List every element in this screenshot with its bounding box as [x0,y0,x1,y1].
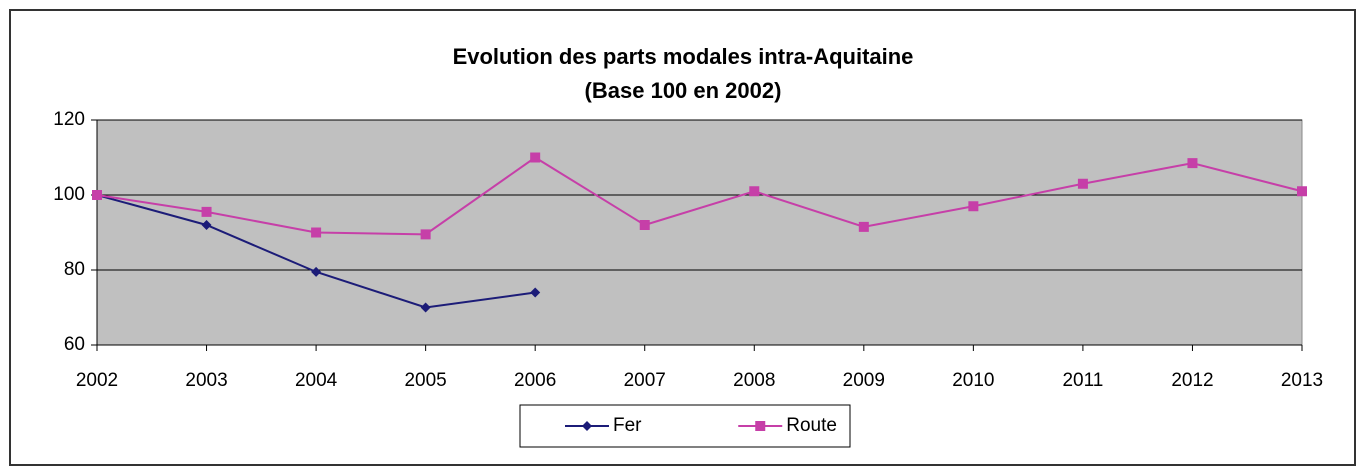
x-tick-label: 2004 [295,370,338,391]
x-tick-label: 2002 [76,370,118,391]
x-tick-label: 2012 [1171,370,1213,391]
point-marker [1187,158,1198,169]
point-marker [755,421,766,431]
point-marker [749,186,760,197]
x-tick-label: 2006 [514,370,556,391]
x-tick-label: 2010 [952,370,994,391]
chart-title: Evolution des parts modales intra-Aquita… [453,44,914,69]
y-tick-label: 60 [64,334,85,355]
point-marker [92,190,102,200]
point-marker [1297,186,1307,197]
chart-subtitle: (Base 100 en 2002) [585,78,782,103]
y-tick-label: 100 [53,184,85,205]
y-tick-label: 80 [64,259,85,280]
x-tick-label: 2007 [624,370,666,391]
x-tick-label: 2013 [1281,370,1323,391]
point-marker [530,287,541,298]
point-marker [968,201,979,212]
plot-area [96,119,1303,346]
x-tick-label: 2008 [733,370,775,391]
x-tick-label: 2003 [185,370,227,391]
point-marker [311,266,322,277]
legend-label: Route [786,415,837,436]
legend-label: Fer [613,415,642,436]
series-line [96,156,1303,236]
x-tick-label: 2011 [1062,370,1103,391]
point-marker [639,220,650,230]
point-marker [201,206,212,217]
point-marker [530,152,541,163]
y-tick-label: 120 [53,109,85,130]
point-marker [582,421,592,431]
x-tick-label: 2005 [404,370,446,391]
point-marker [420,302,431,313]
point-marker [858,221,869,232]
point-marker [201,220,212,230]
point-marker [420,229,431,240]
point-marker [1077,178,1088,189]
x-tick-label: 2009 [843,370,885,391]
point-marker [311,227,322,238]
